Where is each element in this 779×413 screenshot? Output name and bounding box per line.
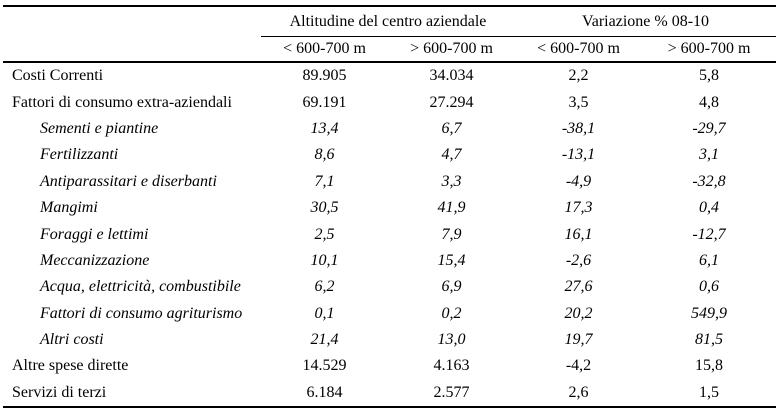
row-label: Altre spese dirette: [12, 357, 129, 375]
cell-value: -13,1: [561, 146, 596, 164]
cell-value: 34.034: [429, 67, 474, 85]
cell-value: 15,8: [695, 357, 723, 375]
empty-corner-cell: [3, 36, 261, 63]
table-row: Servizi di terzi 6.184 2.577 2,6 1,5: [3, 380, 776, 407]
table-row: Fertilizzanti 8,6 4,7 -13,1 3,1: [3, 142, 776, 168]
cell-value: 2.577: [433, 383, 470, 401]
cell-value: 0,2: [441, 304, 462, 322]
cell-value: -38,1: [561, 119, 596, 137]
farm-costs-table: Altitudine del centro aziendale Variazio…: [3, 5, 776, 409]
cell-value: 2,2: [568, 67, 589, 85]
row-label: Servizi di terzi: [12, 383, 107, 401]
cell-value: 549,9: [691, 304, 727, 322]
cell-value: 69.191: [302, 93, 347, 111]
table-row: Meccanizzazione 10,1 15,4 -2,6 6,1: [3, 248, 776, 274]
cell-value: 4.163: [433, 357, 470, 375]
cell-value: 27.294: [429, 93, 474, 111]
column-header-altitudine-lt: < 600-700 m: [261, 36, 388, 63]
row-label: Fertilizzanti: [40, 146, 119, 164]
cell-value: 7,1: [314, 172, 335, 190]
table-row: Costi Correnti 89.905 34.034 2,2 5,8: [3, 62, 776, 89]
empty-corner-cell: [3, 6, 261, 37]
row-label: Acqua, elettricità, combustibile: [40, 278, 241, 296]
table-row: Sementi e piantine 13,4 6,7 -38,1 -29,7: [3, 116, 776, 142]
row-label: Antiparassitari e diserbanti: [40, 172, 217, 190]
row-label: Sementi e piantine: [40, 119, 159, 137]
cell-value: 17,3: [564, 199, 593, 217]
cell-value: 14.529: [302, 357, 347, 375]
cell-value: 41,9: [437, 199, 466, 217]
cell-value: -29,7: [692, 119, 726, 137]
cell-value: 27,6: [564, 278, 593, 296]
column-group-header-row: Altitudine del centro aziendale Variazio…: [3, 6, 776, 37]
cell-value: 3,1: [699, 146, 719, 164]
cell-value: 8,6: [314, 146, 335, 164]
cell-value: 30,5: [310, 199, 339, 217]
sub-header-row: < 600-700 m > 600-700 m < 600-700 m > 60…: [3, 36, 776, 63]
cell-value: 3,5: [568, 93, 589, 111]
cell-value: 2,6: [568, 383, 589, 401]
row-label: Foraggi e lettimi: [40, 225, 149, 243]
cell-value: 0,1: [314, 304, 335, 322]
table-body: Costi Correnti 89.905 34.034 2,2 5,8 Fat…: [3, 62, 776, 407]
cell-value: 4,8: [699, 93, 719, 111]
cell-value: 7,9: [441, 225, 462, 243]
cell-value: 20,2: [564, 304, 593, 322]
column-header-variazione-gt: > 600-700 m: [642, 36, 776, 63]
row-label: Altri costi: [40, 331, 104, 349]
cell-value: 13,0: [437, 331, 466, 349]
cell-value: -4,2: [565, 357, 592, 375]
cell-value: -32,8: [692, 172, 726, 190]
table-row: Altre spese dirette 14.529 4.163 -4,2 15…: [3, 353, 776, 379]
cell-value: 81,5: [695, 331, 723, 349]
cell-value: 21,4: [310, 331, 339, 349]
cell-value: 0,6: [699, 278, 719, 296]
row-label: Costi Correnti: [12, 67, 104, 85]
cell-value: 13,4: [310, 119, 339, 137]
table-row: Mangimi 30,5 41,9 17,3 0,4: [3, 195, 776, 221]
table-row: Altri costi 21,4 13,0 19,7 81,5: [3, 327, 776, 353]
column-header-altitudine-gt: > 600-700 m: [388, 36, 515, 63]
cell-value: 15,4: [437, 251, 466, 269]
cell-value: 6,7: [441, 119, 462, 137]
column-header-variazione-lt: < 600-700 m: [515, 36, 642, 63]
cell-value: 3,3: [441, 172, 462, 190]
column-group-variazione: Variazione % 08-10: [515, 6, 776, 37]
cell-value: 6.184: [306, 383, 343, 401]
cell-value: 10,1: [310, 251, 339, 269]
cell-value: -4,9: [565, 172, 592, 190]
table-row: Fattori di consumo agriturismo 0,1 0,2 2…: [3, 301, 776, 327]
cell-value: 5,8: [699, 67, 719, 85]
cell-value: 16,1: [564, 225, 593, 243]
cell-value: 6,1: [699, 251, 719, 269]
row-label: Fattori di consumo extra-aziendali: [12, 93, 232, 111]
row-label: Mangimi: [40, 199, 98, 217]
cell-value: 89.905: [302, 67, 347, 85]
cell-value: -2,6: [565, 251, 592, 269]
table-row: Acqua, elettricità, combustibile 6,2 6,9…: [3, 274, 776, 300]
cell-value: 0,4: [699, 199, 719, 217]
column-group-altitudine: Altitudine del centro aziendale: [261, 6, 515, 37]
cell-value: 2,5: [314, 225, 335, 243]
cell-value: 4,7: [441, 146, 462, 164]
cell-value: 6,2: [314, 278, 335, 296]
cell-value: -12,7: [692, 225, 726, 243]
cell-value: 6,9: [441, 278, 462, 296]
cell-value: 19,7: [564, 331, 593, 349]
table-row: Fattori di consumo extra-aziendali 69.19…: [3, 89, 776, 115]
row-label: Meccanizzazione: [40, 251, 150, 269]
cell-value: 1,5: [699, 383, 719, 401]
table-row: Foraggi e lettimi 2,5 7,9 16,1 -12,7: [3, 221, 776, 247]
row-label: Fattori di consumo agriturismo: [40, 304, 243, 322]
table-row: Antiparassitari e diserbanti 7,1 3,3 -4,…: [3, 169, 776, 195]
